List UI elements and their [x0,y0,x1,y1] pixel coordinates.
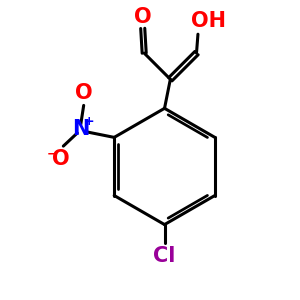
Text: +: + [84,115,94,128]
Text: O: O [52,149,69,169]
Text: O: O [75,82,92,103]
Text: −: − [47,148,58,160]
Text: Cl: Cl [153,246,176,266]
Text: OH: OH [190,11,226,31]
Text: N: N [72,119,89,139]
Text: O: O [134,7,152,27]
